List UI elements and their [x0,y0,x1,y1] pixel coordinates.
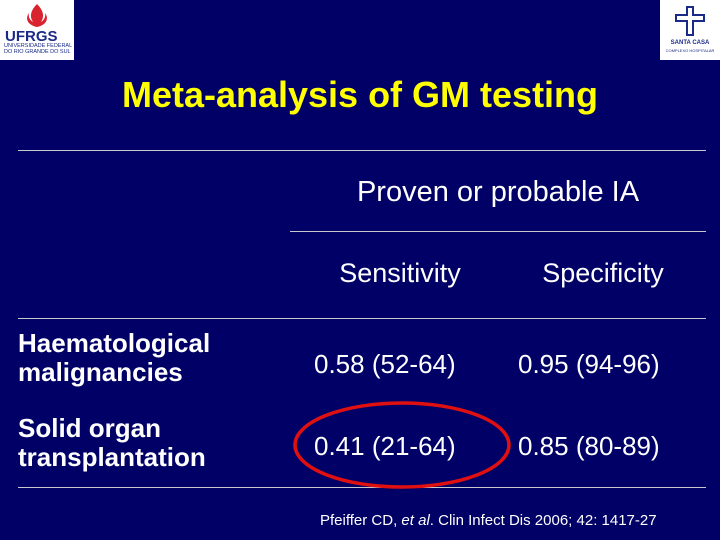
red-circle-annotation [293,401,511,489]
citation-rest: . Clin Infect Dis 2006; 42: 1417-27 [429,512,657,529]
cell-sensitivity-solid-organ: 0.41 (21-64) [314,431,456,461]
title-divider [18,150,706,151]
citation-etal: et al [401,512,430,529]
cross-icon [675,6,705,36]
table-bottom-divider [18,487,706,488]
flame-icon [27,4,47,27]
logo-right-name: SANTA CASA [670,40,710,46]
santa-casa-logo: SANTA CASA COMPLEXO HOSPITALAR [660,0,720,60]
row-label-haematological: Haematological malignancies [18,328,211,387]
ufrgs-logo: UFRGS UNIVERSIDADE FEDERAL DO RIO GRANDE… [0,0,74,60]
logo-left-name: UFRGS [5,28,58,45]
group-header-divider [290,231,706,232]
cell-specificity-haematological: 0.95 (94-96) [518,349,660,379]
cell-specificity-solid-organ: 0.85 (80-89) [518,431,660,461]
cell-sensitivity-haematological: 0.58 (52-64) [314,349,456,379]
column-header-specificity: Specificity [542,258,664,288]
column-header-divider [18,318,706,319]
slide-title: Meta-analysis of GM testing [121,74,599,115]
citation-authors: Pfeiffer CD, [320,512,402,529]
row-label-solid-organ: Solid organ transplantation [18,413,206,472]
logo-left-subtitle: UNIVERSIDADE FEDERAL DO RIO GRANDE DO SU… [4,43,72,55]
group-header: Proven or probable IA [356,176,640,208]
logo-right-subtitle: COMPLEXO HOSPITALAR [665,48,715,53]
citation: Pfeiffer CD, et al. Clin Infect Dis 2006… [320,512,657,529]
column-header-sensitivity: Sensitivity [339,258,461,288]
